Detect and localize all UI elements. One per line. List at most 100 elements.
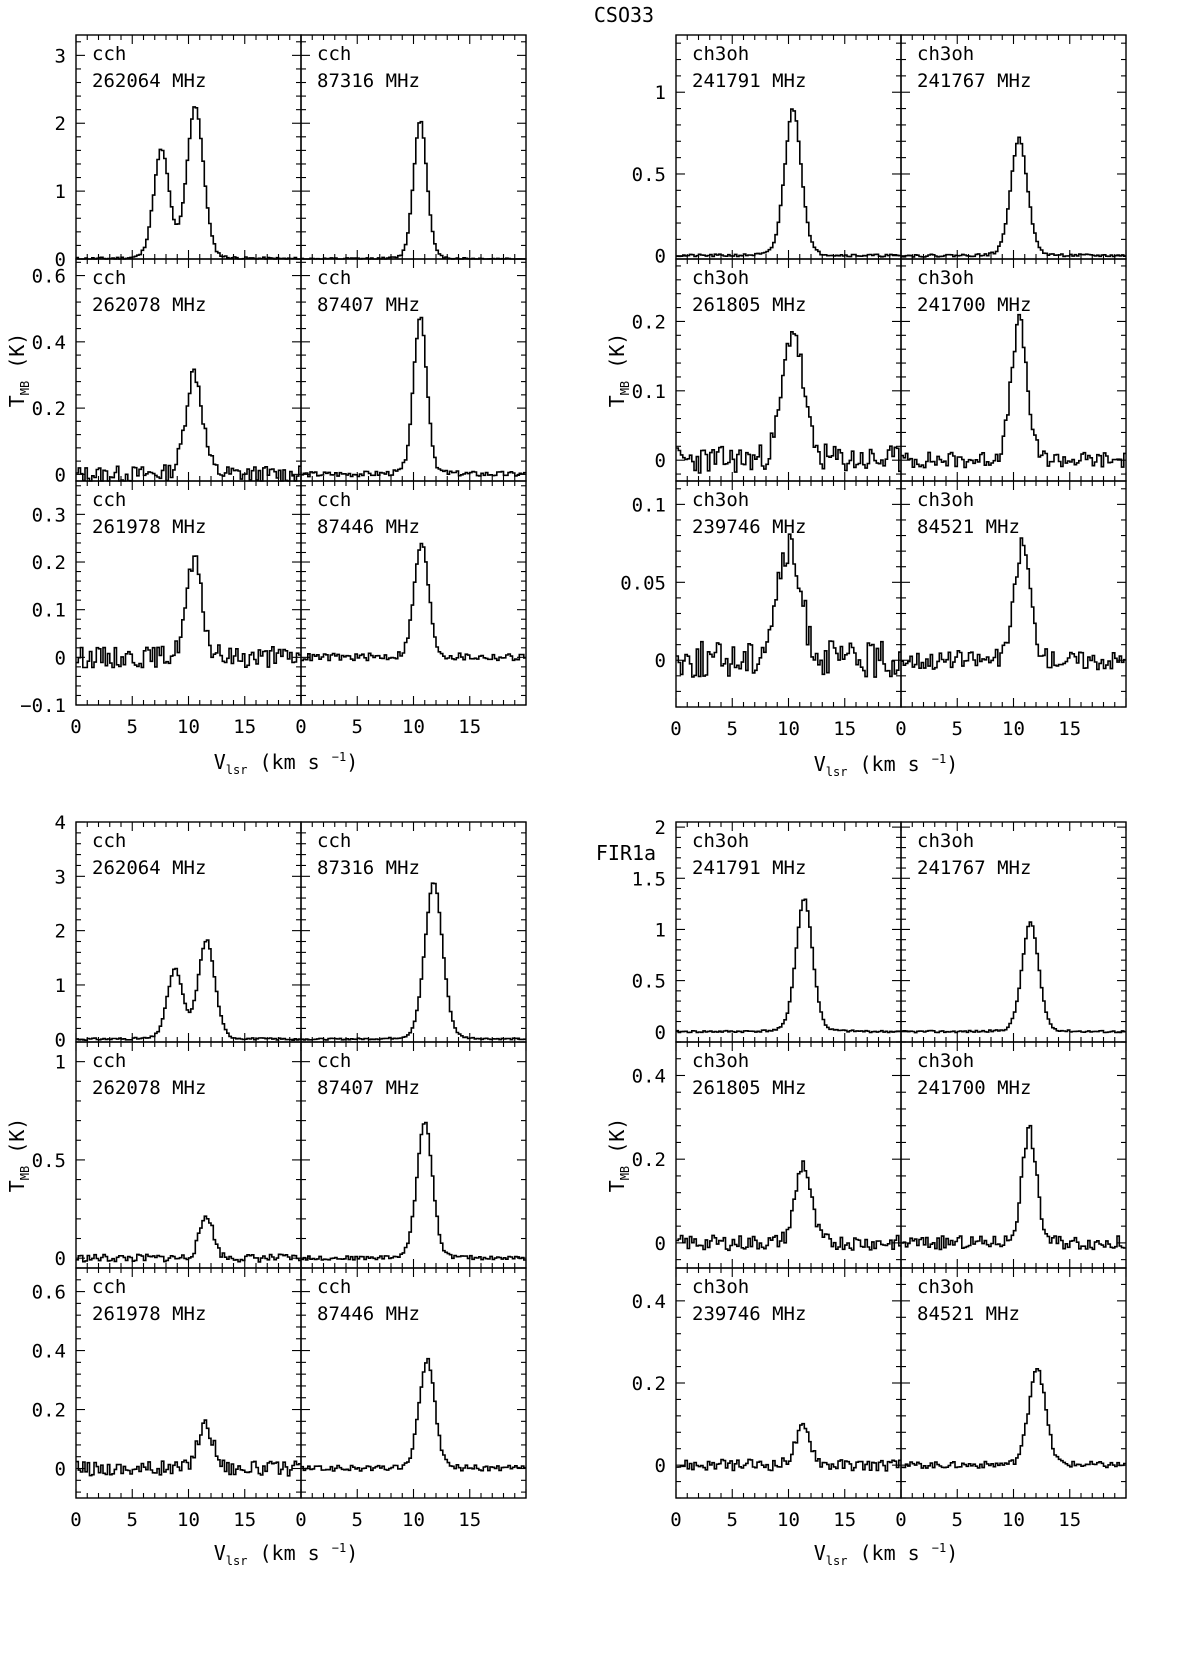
y-tick-label: 0.05 (620, 572, 666, 594)
y-axis-label: TMB (K) (605, 333, 632, 408)
spectrum-line (676, 331, 901, 474)
spectrum-line (76, 1215, 301, 1263)
species-label: cch (317, 489, 351, 511)
x-tick-label: 0 (670, 1509, 681, 1531)
panel-frame (900, 258, 1127, 482)
frequency-label: 239746 MHz (692, 516, 806, 538)
spectrum-panel: 0 0.5 1 1.5 2 ch3oh 241791 MHz (632, 817, 902, 1044)
spectrum-panel: 0 0.2 0.4 0.6 cch 262078 MHz (32, 258, 302, 486)
y-tick-label: 0 (655, 650, 666, 672)
x-tick-label: 0 (70, 716, 81, 738)
species-label: cch (92, 1050, 126, 1072)
x-tick-label: 0 (70, 1509, 81, 1531)
frequency-label: 262078 MHz (92, 1077, 206, 1099)
panel-frame (675, 34, 902, 260)
species-label: ch3oh (692, 830, 749, 852)
frequency-label: 241700 MHz (917, 294, 1031, 316)
spectrum-line (301, 882, 526, 1041)
spectrum-panel: 0 0.05 0.1 ch3oh 239746 MHz 0 5 10 15 (620, 480, 902, 740)
y-tick-label: 1 (55, 975, 66, 997)
spectrum-line (901, 313, 1126, 469)
x-tick-label: 5 (127, 716, 138, 738)
species-label: cch (92, 1276, 126, 1298)
frequency-label: 241791 MHz (692, 70, 806, 92)
frequency-label: 87407 MHz (317, 294, 420, 316)
spectrum-line (301, 1357, 526, 1472)
spectrum-line (901, 537, 1126, 671)
frequency-label: 87407 MHz (317, 1077, 420, 1099)
spectrum-line (676, 1160, 901, 1252)
spectrum-panel: ch3oh 241700 MHz (900, 1041, 1127, 1269)
frequency-label: 87316 MHz (317, 857, 420, 879)
species-label: ch3oh (692, 267, 749, 289)
y-tick-label: 0.4 (32, 1341, 66, 1363)
y-tick-label: 0.1 (632, 381, 666, 403)
y-tick-label: 0 (55, 464, 66, 486)
x-tick-label: 10 (402, 1509, 425, 1531)
spectrum-line (676, 108, 901, 258)
spectrum-panel: cch 87446 MHz 0 5 10 15 (295, 1267, 527, 1531)
y-tick-label: 0.3 (32, 504, 66, 526)
y-tick-label: 0 (655, 450, 666, 472)
spectrum-panel: cch 87316 MHz (300, 34, 527, 260)
y-tick-label: 0.2 (32, 552, 66, 574)
panel-frame (75, 480, 302, 706)
x-tick-label: 15 (458, 1509, 481, 1531)
x-tick-label: 10 (177, 716, 200, 738)
spectrum-line (676, 533, 901, 678)
species-label: ch3oh (917, 830, 974, 852)
panel-frame (75, 258, 302, 482)
y-axis-label: TMB (K) (5, 1118, 32, 1193)
spectrum-line (76, 368, 301, 482)
species-label: ch3oh (917, 267, 974, 289)
spectrum-line (901, 921, 1126, 1034)
spectrum-panel: cch 87407 MHz (300, 258, 527, 482)
y-tick-label: 1 (655, 82, 666, 104)
species-label: cch (92, 830, 126, 852)
y-tick-label: 1 (655, 919, 666, 941)
x-tick-label: 15 (833, 718, 856, 740)
panel-frame (300, 1041, 527, 1269)
panel-frame (75, 1041, 302, 1269)
spectrum-panel: ch3oh 241700 MHz (900, 258, 1127, 482)
species-label: ch3oh (692, 1050, 749, 1072)
y-tick-label: 2 (55, 921, 66, 943)
spectrum-line (301, 542, 526, 662)
x-tick-label: 10 (1002, 718, 1025, 740)
y-tick-label: 1 (55, 181, 66, 203)
spectrum-panel: ch3oh 84521 MHz 0 5 10 15 (895, 1267, 1127, 1531)
spectrum-line (301, 1121, 526, 1261)
y-tick-label: 0 (655, 1022, 666, 1044)
y-tick-label: 0.4 (632, 1065, 666, 1087)
y-tick-label: 0.2 (632, 1149, 666, 1171)
y-tick-label: 0.6 (32, 266, 66, 288)
species-label: ch3oh (917, 489, 974, 511)
y-tick-label: 1 (55, 1052, 66, 1074)
x-tick-label: 5 (127, 1509, 138, 1531)
frequency-label: 261978 MHz (92, 1303, 206, 1325)
y-tick-label: 0.5 (32, 1150, 66, 1172)
x-tick-label: 0 (670, 718, 681, 740)
spectrum-panel: 0 1 2 3 cch 262064 MHz (55, 34, 302, 271)
x-tick-label: 10 (777, 1509, 800, 1531)
spectrum-panel: 0 0.5 1 cch 262078 MHz (32, 1041, 302, 1270)
x-tick-label: 10 (1002, 1509, 1025, 1531)
y-axis-label: TMB (K) (605, 1118, 632, 1193)
spectrum-line (901, 1368, 1126, 1469)
title-cso33: CSO33 (594, 3, 654, 27)
spectrum-panel: cch 87407 MHz (300, 1041, 527, 1269)
y-tick-label: 0.1 (632, 494, 666, 516)
frequency-label: 262064 MHz (92, 857, 206, 879)
y-tick-label: 3 (55, 45, 66, 67)
species-label: ch3oh (692, 43, 749, 65)
y-tick-label: 0.4 (632, 1291, 666, 1313)
species-label: cch (92, 489, 126, 511)
spectrum-panel: 0 0.5 1 ch3oh 241791 MHz (632, 34, 902, 268)
spectrum-panel: cch 87446 MHz 0 5 10 15 (295, 480, 527, 738)
panel-frame (900, 821, 1127, 1043)
y-tick-label: 4 (55, 812, 66, 834)
x-tick-label: 10 (177, 1509, 200, 1531)
panel-frame (675, 1041, 902, 1269)
